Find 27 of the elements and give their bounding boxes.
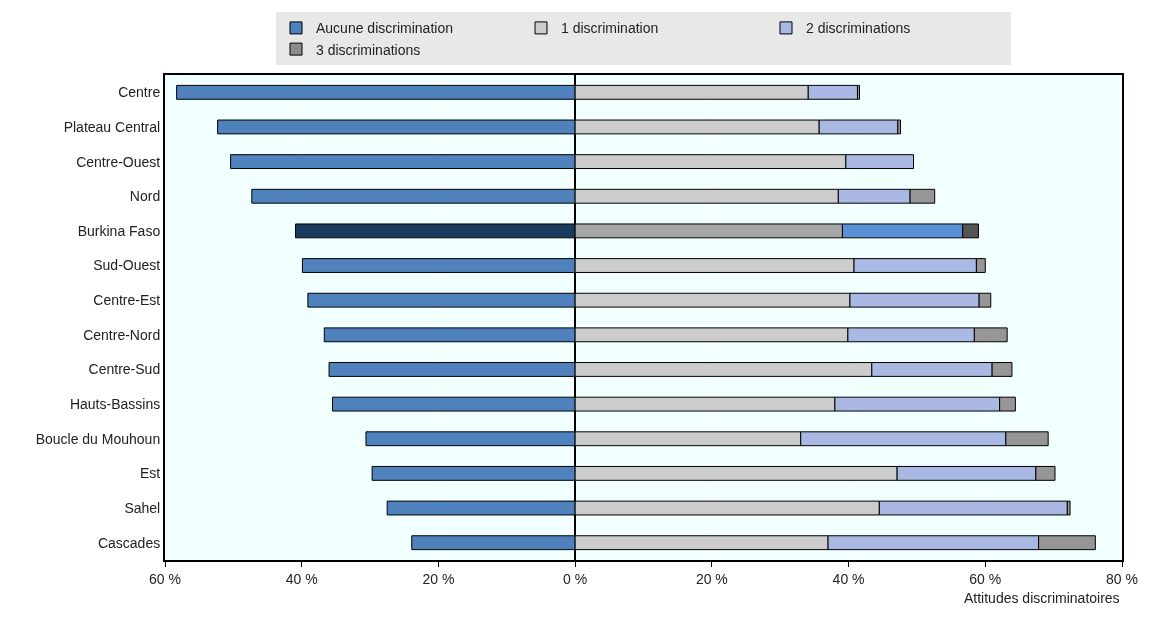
legend-label: 3 discriminations — [316, 41, 421, 58]
x-tick-label: 40 % — [832, 570, 865, 587]
y-tick-label: Hauts-Bassins — [69, 396, 161, 413]
legend-label: Aucune discrimination — [316, 20, 453, 37]
legend-label: 2 discriminations — [806, 20, 911, 37]
y-tick-label: Centre-Ouest — [76, 153, 161, 170]
y-tick-label: Centre-Nord — [83, 326, 161, 343]
x-tick-label: 60 % — [969, 570, 1002, 587]
y-tick-label: Centre-Est — [93, 292, 161, 309]
legend-label: 1 discrimination — [561, 20, 659, 37]
x-tick-label: 60 % — [149, 570, 181, 587]
y-tick-label: Burkina Faso — [77, 222, 161, 239]
y-tick-label: Plateau Central — [63, 118, 161, 135]
y-tick-label: Cascades — [97, 534, 161, 551]
x-axis-title: Attitudes discriminatoires — [964, 590, 1120, 606]
y-tick-label: Nord — [129, 188, 161, 205]
y-tick-label: Boucle du Mouhoun — [35, 430, 161, 447]
y-tick-label: Centre — [118, 84, 161, 101]
x-tick-label: 20 % — [695, 570, 728, 587]
x-tick-label: 40 % — [285, 570, 318, 587]
y-tick-label: Sahel — [124, 499, 161, 516]
y-tick-label: Est — [139, 465, 161, 482]
x-tick-label: 0 % — [563, 570, 588, 587]
y-tick-label: Sud-Ouest — [93, 257, 161, 274]
x-tick-label: 20 % — [422, 570, 455, 587]
x-tick-label: 80 % — [1106, 570, 1138, 587]
y-tick-label: Centre-Sud — [88, 361, 161, 378]
